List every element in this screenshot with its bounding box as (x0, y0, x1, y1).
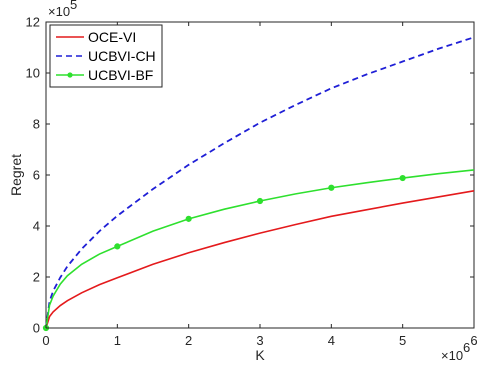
legend-label: UCBVI-CH (88, 48, 156, 64)
series-line-oce-vi (45, 190, 475, 329)
x-tick-label: 4 (328, 333, 335, 348)
x-multiplier-base: ×10 (441, 348, 463, 363)
series-point (114, 243, 121, 250)
series-point (256, 197, 264, 205)
y-tick-label: 6 (33, 168, 40, 183)
y-multiplier-exponent: 5 (70, 0, 77, 12)
series-point (399, 174, 406, 182)
series-layer (42, 36, 475, 332)
series-line-ucbvi-bf (45, 169, 475, 329)
y-tick-label: 2 (33, 270, 40, 285)
series-line-ucbvi-ch (45, 36, 475, 329)
series-point (185, 215, 192, 222)
x-tick-label: 0 (42, 333, 49, 348)
y-tick-label: 8 (33, 117, 40, 132)
y-tick-label: 4 (33, 219, 40, 234)
legend-label: OCE-VI (88, 29, 136, 45)
legend: OCE-VI UCBVI-CH UCBVI-BF (49, 24, 163, 88)
legend-label: UCBVI-BF (88, 67, 153, 83)
y-axis-multiplier: ×10 5 (48, 0, 77, 19)
legend-items: OCE-VI UCBVI-CH UCBVI-BF (56, 29, 156, 83)
y-axis-label: Regret (8, 154, 24, 196)
x-tick-label: 1 (114, 333, 121, 348)
x-tick-label: 6 (470, 333, 477, 348)
legend-marker (67, 72, 73, 78)
x-tick-label: 5 (399, 333, 406, 348)
x-tick-label: 2 (185, 333, 192, 348)
y-tick-label: 0 (33, 321, 40, 336)
y-tick-label: 12 (26, 15, 40, 30)
series-point (328, 184, 335, 191)
y-multiplier-base: ×10 (48, 4, 70, 19)
y-axis-ticks: 0 2 4 6 8 10 12 (26, 15, 474, 336)
y-tick-label: 10 (26, 66, 40, 81)
x-axis-multiplier: ×10 6 (441, 340, 470, 363)
x-tick-label: 3 (256, 333, 263, 348)
x-multiplier-exponent: 6 (463, 340, 470, 355)
x-axis-label: K (255, 347, 265, 363)
x-axis-ticks: 0 1 2 3 4 5 6 (42, 22, 478, 348)
